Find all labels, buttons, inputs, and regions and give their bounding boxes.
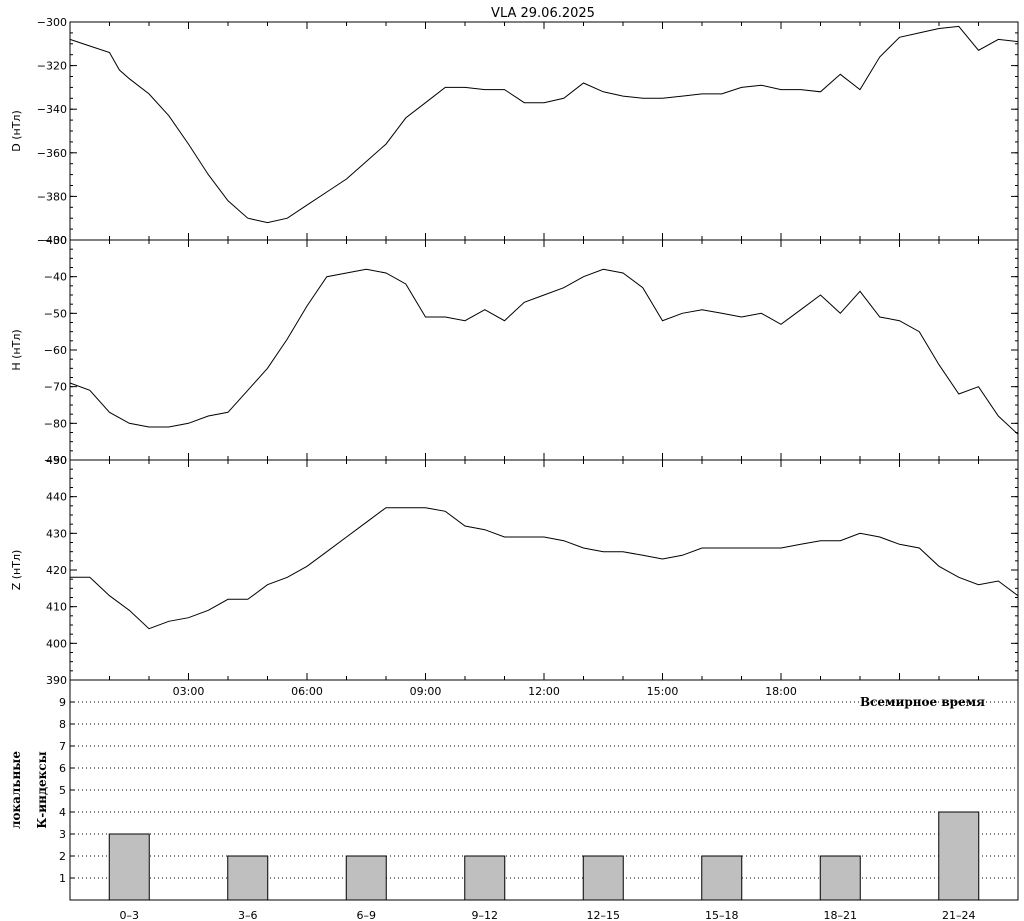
y-tick-label: −340 [37,103,67,116]
k-index-bar [345,855,387,901]
y-tick-label: 6 [59,762,66,775]
k-index-bar [108,833,150,901]
x-tick-label: 18–21 [824,909,858,921]
panel-frame [69,459,1019,681]
panel-frame [69,239,1019,461]
chart-panels: −400 −380 −360 −340 −320 −300 D (нТл) −90 −80 −70… [9,16,1019,921]
y-tick-label: 430 [46,527,67,540]
y-axis-label-line1: локальные [9,751,23,829]
y-tick-label: 410 [46,601,67,614]
y-tick-label: −90 [44,454,67,467]
x-tick-label: 9–12 [472,909,499,921]
y-tick-label: −360 [37,147,67,160]
y-axis-label: Z (нТл) [10,550,23,591]
y-tick-label: 1 [59,872,66,885]
panel-d: −400 −380 −360 −340 −320 −300 D (нТл) [10,16,1019,247]
x-tick-label: 06:00 [291,685,323,698]
x-tick-label: 09:00 [410,685,442,698]
y-axis-label: H (нТл) [10,329,23,370]
k-index-bar [701,855,743,901]
y-tick-label: −50 [44,307,67,320]
y-tick-label: 420 [46,564,67,577]
y-tick-label: 3 [59,828,66,841]
k-index-bar [819,855,861,901]
y-tick-label: −300 [37,16,67,29]
panel-k: 1 2 3 4 5 6 7 8 9 0–3 3–6 6–9 9–12 12–15 15–18 18–21 21–… [9,679,1019,921]
series-line-h [69,268,1019,435]
y-tick-label: −380 [37,190,67,203]
y-tick-label: −80 [44,417,67,430]
panel-frame [69,679,1019,901]
chart-title: VLA 29.06.2025 [491,6,595,21]
x-tick-label: 15–18 [705,909,739,921]
x-tick-label: 18:00 [765,685,797,698]
y-tick-label: 450 [46,454,67,467]
y-tick-label: 2 [59,850,66,863]
series-line-z [70,507,1019,630]
x-tick-label: 0–3 [120,909,140,921]
y-tick-label: 5 [59,784,66,797]
y-tick-label: −320 [37,60,67,73]
y-tick-label: 400 [46,637,67,650]
y-tick-label: 8 [59,718,66,731]
series-line-d [69,25,1019,224]
y-tick-label: −70 [44,381,67,394]
panel-frame [69,21,1019,241]
x-tick-label: 12:00 [528,685,560,698]
y-axis-label: D (нТл) [10,110,23,152]
k-index-bar [227,855,269,901]
y-axis-label-line2: К-индексы [35,751,49,828]
panel-h: −90 −80 −70 −60 −50 −40 −30 H (нТл) [10,234,1019,467]
k-index-bar [582,855,624,901]
y-tick-label: 4 [59,806,66,819]
x-tick-label: 21–24 [942,909,976,921]
y-tick-label: −40 [44,271,67,284]
x-tick-label: 3–6 [238,909,258,921]
x-tick-label: 15:00 [647,685,679,698]
y-tick-label: 9 [59,696,66,709]
y-tick-label: −60 [44,344,67,357]
k-index-bar [938,811,980,901]
y-tick-label: 390 [46,674,67,687]
y-tick-label: 7 [59,740,66,753]
k-index-bar [464,855,506,901]
x-tick-label: 03:00 [173,685,205,698]
y-tick-label: 440 [46,491,67,504]
y-tick-label: −30 [44,234,67,247]
x-tick-label: 6–9 [357,909,377,921]
y-tick-label: −400 [37,234,67,247]
panel-z: 390 400 410 420 430 440 450 Z (нТл) 03:00 06:00 09… [10,454,1019,709]
x-tick-label: 12–15 [587,909,621,921]
